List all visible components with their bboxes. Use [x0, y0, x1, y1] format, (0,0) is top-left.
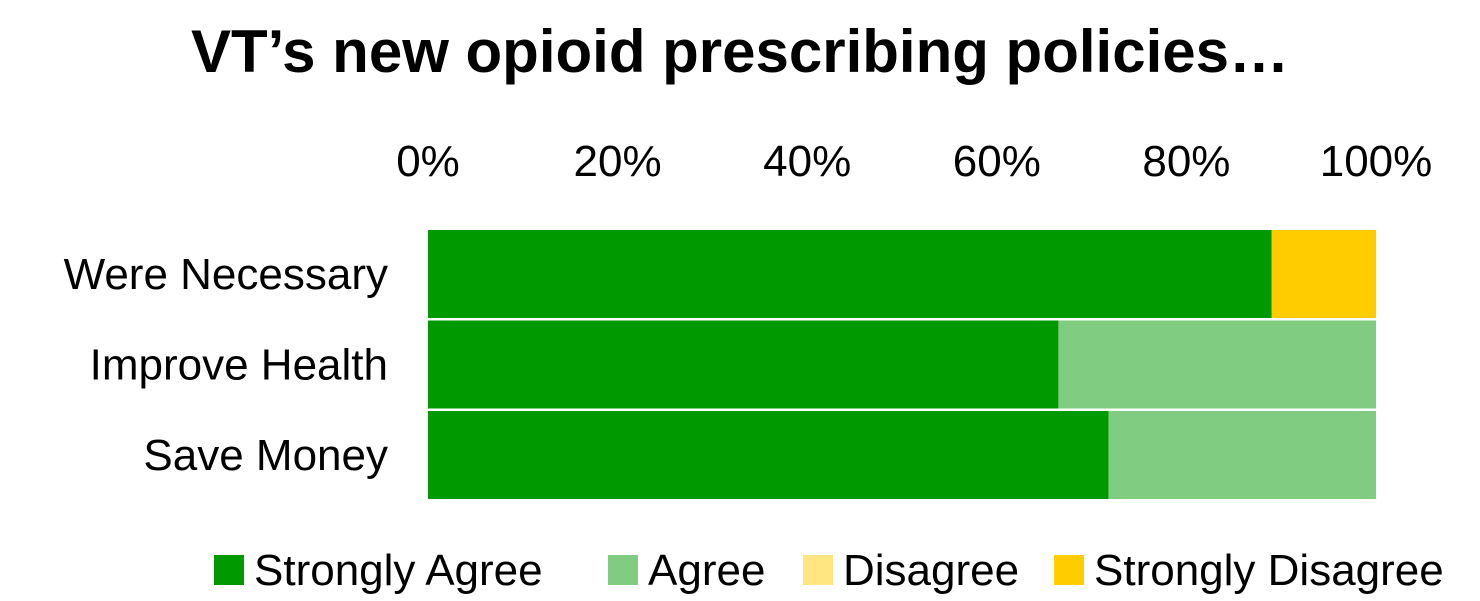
- legend-label: Agree: [648, 546, 765, 595]
- bars: [428, 230, 1376, 499]
- bar-agree: [1058, 320, 1376, 409]
- x-tick-label: 80%: [1142, 137, 1230, 186]
- legend-swatch-agree: [608, 555, 638, 585]
- legend-label: Strongly Disagree: [1094, 546, 1444, 595]
- x-tick-label: 100%: [1320, 137, 1433, 186]
- chart-title: VT’s new opioid prescribing policies…: [191, 18, 1289, 85]
- category-label: Were Necessary: [64, 250, 388, 299]
- legend-swatch-strongly-agree: [214, 555, 244, 585]
- x-tick-label: 40%: [763, 137, 851, 186]
- category-label: Improve Health: [90, 341, 388, 390]
- bar-strongly-agree: [428, 230, 1272, 318]
- category-labels: Were Necessary Improve Health Save Money: [64, 250, 388, 480]
- legend-label: Disagree: [843, 546, 1019, 595]
- bar-strongly-agree: [428, 411, 1109, 499]
- x-tick-label: 20%: [574, 137, 662, 186]
- bar-agree: [1108, 411, 1376, 499]
- x-tick-label: 0%: [396, 137, 460, 186]
- x-axis-ticks: 0% 20% 40% 60% 80% 100%: [396, 137, 1432, 186]
- legend-label: Strongly Agree: [254, 546, 543, 595]
- legend: Strongly Agree Agree Disagree Strongly Disa…: [214, 546, 1444, 595]
- legend-swatch-disagree: [803, 555, 833, 585]
- category-label: Save Money: [143, 431, 388, 480]
- legend-swatch-strongly-disagree: [1054, 555, 1084, 585]
- bar-strongly-agree: [428, 320, 1059, 409]
- x-tick-label: 60%: [953, 137, 1041, 186]
- bar-strongly-disagree: [1271, 230, 1376, 318]
